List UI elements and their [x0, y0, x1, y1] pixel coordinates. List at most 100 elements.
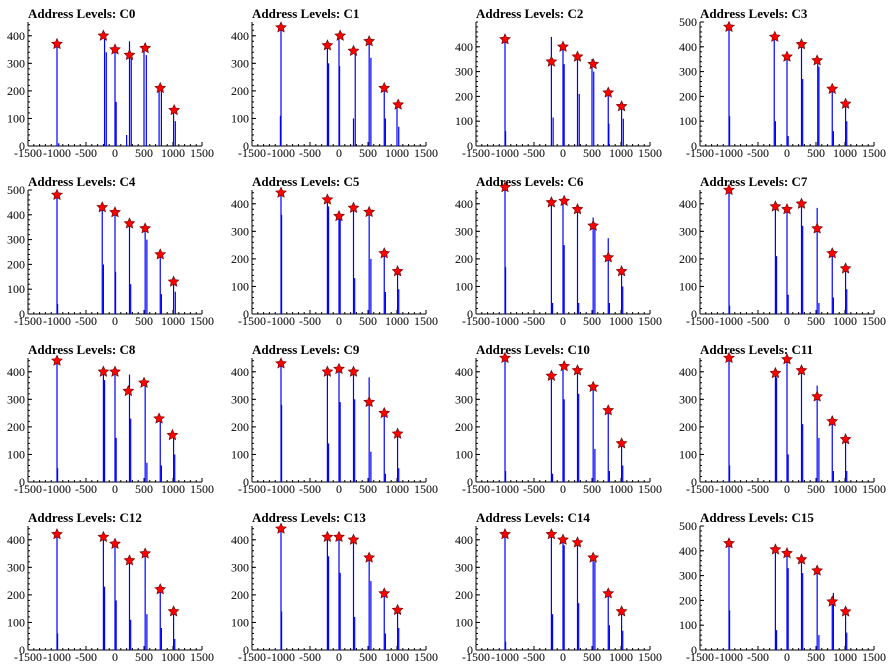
y-tick-label: 300	[7, 392, 25, 406]
y-tick-label: 300	[7, 560, 25, 574]
x-tick-label: 0	[336, 314, 342, 328]
star-icon	[154, 583, 167, 595]
chart-title: Address Levels: C14	[476, 510, 590, 525]
x-tick-label: 0	[112, 650, 118, 664]
x-tick-label: 500	[583, 482, 601, 496]
star-icon	[557, 533, 569, 545]
x-tick-label: 1500	[190, 314, 214, 328]
chart-svg: Address Levels: C0 0 100 200 300 400 -1500 -100…	[7, 6, 214, 160]
star-icon	[333, 209, 345, 222]
star-icon	[123, 217, 136, 229]
star-icon	[781, 547, 793, 559]
star-icon	[109, 365, 121, 377]
star-icon	[587, 57, 600, 70]
y-tick-label: 500	[679, 15, 697, 29]
x-tick-label: -500	[75, 482, 97, 496]
x-tick-label: 1000	[385, 482, 409, 496]
chart-panel: Address Levels: C0 0 100 200 300 400 -1500 -100…	[0, 0, 224, 168]
chart-title: Address Levels: C9	[252, 342, 360, 357]
y-tick-label: 400	[231, 365, 249, 379]
x-tick-label: -1000	[715, 146, 743, 160]
chart-svg: Address Levels: C9 0 100 200 300 400 -1500 -100…	[231, 342, 438, 496]
x-tick-label: 1000	[161, 314, 185, 328]
star-icon	[545, 55, 558, 67]
x-tick-label: 500	[135, 482, 153, 496]
y-tick-label: 500	[7, 183, 25, 197]
y-tick-label: 400	[679, 365, 697, 379]
x-tick-label: 1000	[833, 650, 857, 664]
chart-svg: Address Levels: C5 0 100 200 300 400 -1500 -100…	[231, 174, 438, 328]
y-tick-label: 100	[231, 615, 249, 629]
chart-panel: Address Levels: C15 0 100 200 300 400 500 -1500…	[672, 504, 896, 672]
y-tick-label: 0	[243, 139, 249, 153]
y-tick-label: 0	[691, 139, 697, 153]
star-icon	[96, 201, 109, 213]
x-tick-label: 500	[583, 314, 601, 328]
star-icon	[392, 98, 405, 110]
star-icon	[769, 366, 782, 379]
star-icon	[123, 554, 136, 566]
x-tick-label: 500	[135, 146, 153, 160]
y-tick-label: 100	[7, 111, 25, 125]
star-icon	[123, 48, 136, 61]
star-icon	[826, 595, 839, 607]
y-tick-label: 100	[455, 615, 473, 629]
y-tick-label: 400	[679, 544, 697, 558]
x-tick-label: 500	[135, 650, 153, 664]
star-icon	[781, 353, 793, 365]
x-tick-label: -1500	[238, 146, 266, 160]
y-tick-label: 200	[455, 89, 473, 103]
chart-svg: Address Levels: C1 0 100 200 300 400 -1500 -100…	[231, 6, 438, 160]
x-tick-label: 500	[807, 314, 825, 328]
chart-svg: Address Levels: C10 0 100 200 300 400 -1500 -10…	[455, 342, 662, 496]
y-tick-label: 0	[691, 307, 697, 321]
x-tick-label: -1000	[491, 314, 519, 328]
x-tick-label: -1000	[43, 482, 71, 496]
y-tick-label: 0	[243, 643, 249, 657]
y-tick-label: 400	[7, 533, 25, 547]
chart-svg: Address Levels: C6 0 100 200 300 400 -1500 -100…	[455, 174, 662, 328]
star-icon	[363, 551, 376, 563]
y-tick-label: 300	[679, 569, 697, 583]
x-tick-label: 1000	[609, 146, 633, 160]
x-tick-label: 1000	[385, 650, 409, 664]
x-tick-label: 1500	[190, 482, 214, 496]
x-tick-label: -1500	[462, 650, 490, 664]
star-icon	[811, 54, 824, 66]
star-icon	[499, 351, 511, 364]
y-tick-label: 300	[455, 560, 473, 574]
x-tick-label: 1500	[862, 650, 886, 664]
x-tick-label: 0	[784, 146, 790, 160]
y-tick-label: 300	[231, 224, 249, 238]
x-tick-label: 0	[784, 314, 790, 328]
y-tick-label: 300	[231, 560, 249, 574]
x-tick-label: -1000	[267, 314, 295, 328]
y-tick-label: 100	[455, 279, 473, 293]
x-tick-label: 1500	[862, 482, 886, 496]
y-tick-label: 200	[7, 588, 25, 602]
chart-panel: Address Levels: C7 0 100 200 300 400 -1500 -100…	[672, 168, 896, 336]
chart-svg: Address Levels: C14 0 100 200 300 400 -1500 -10…	[455, 510, 662, 664]
star-icon	[347, 533, 360, 545]
y-tick-label: 300	[455, 224, 473, 238]
chart-panel: Address Levels: C13 0 100 200 300 400 -1500 -10…	[224, 504, 448, 672]
y-tick-label: 100	[679, 618, 697, 632]
y-tick-label: 100	[7, 447, 25, 461]
chart-svg: Address Levels: C40100200300400500-1500-…	[7, 174, 214, 328]
x-tick-label: -1000	[491, 650, 519, 664]
star-icon	[615, 265, 628, 277]
x-tick-label: 500	[135, 314, 153, 328]
x-tick-label: 0	[112, 314, 118, 328]
x-tick-label: -1500	[238, 650, 266, 664]
x-tick-label: -1000	[43, 146, 71, 160]
star-icon	[811, 564, 824, 576]
chart-title: Address Levels: C12	[28, 510, 142, 525]
chart-title: Address Levels: C3	[700, 6, 808, 21]
x-tick-label: 1500	[862, 146, 886, 160]
y-tick-label: 0	[467, 643, 473, 657]
star-icon	[499, 181, 511, 193]
x-tick-label: 500	[359, 482, 377, 496]
star-icon	[51, 188, 63, 201]
star-icon	[602, 404, 615, 416]
x-tick-label: -500	[75, 146, 97, 160]
